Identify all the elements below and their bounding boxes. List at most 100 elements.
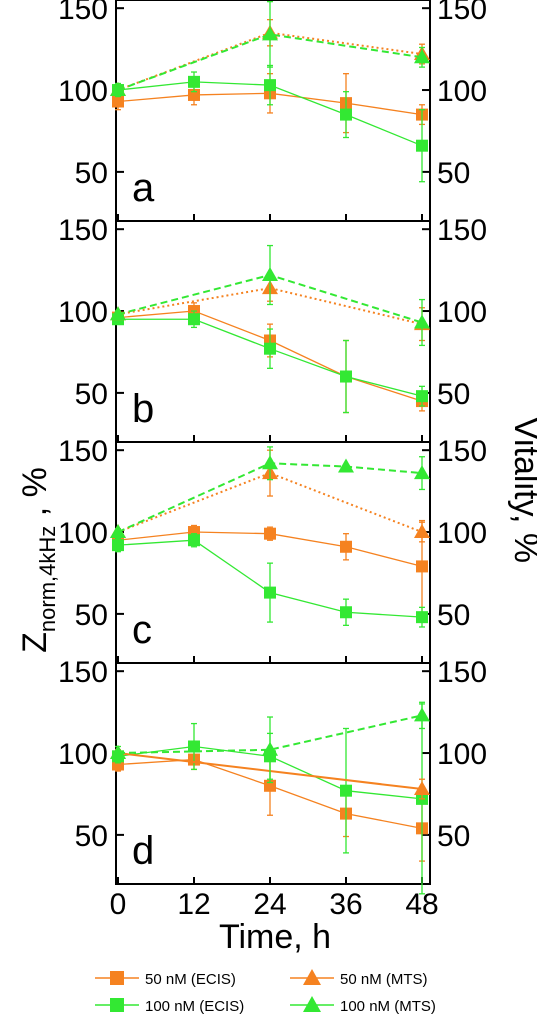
- data-point-square: [264, 342, 276, 355]
- panel-label: c: [132, 608, 152, 652]
- y-tick-label-left: 50: [75, 820, 108, 853]
- data-point-square: [264, 586, 276, 599]
- data-point-square: [416, 390, 428, 403]
- x-tick-label: 12: [177, 888, 210, 921]
- y-tick-label-right: 50: [437, 378, 470, 411]
- legend-item: 100 nM (ECIS): [95, 998, 244, 1015]
- data-point-triangle: [110, 745, 126, 760]
- data-point-triangle: [110, 82, 126, 97]
- panel-label: d: [132, 829, 154, 873]
- data-point-square: [416, 611, 428, 624]
- y-tick-label-right: 100: [437, 296, 487, 329]
- left-axis-label-main: Z: [16, 632, 54, 653]
- data-point-square: [340, 606, 352, 619]
- series-100-nm-ecis-: [112, 533, 428, 628]
- data-point-triangle: [338, 458, 354, 473]
- data-point-square: [112, 95, 124, 108]
- series-100-nm-mts-: [110, 701, 430, 784]
- data-point-square: [340, 108, 352, 121]
- y-tick-label-left: 150: [58, 435, 108, 468]
- data-point-triangle: [414, 465, 430, 480]
- data-point-triangle: [110, 306, 126, 321]
- y-tick-label-right: 150: [437, 435, 487, 468]
- y-tick-label-left: 50: [75, 378, 108, 411]
- y-tick-label-left: 150: [58, 656, 108, 689]
- legend-item: 100 nM (MTS): [290, 996, 436, 1015]
- y-tick-label-right: 50: [437, 820, 470, 853]
- data-point-square: [188, 740, 200, 753]
- panel-b: 50 50 100 100 150 150 b: [58, 214, 487, 443]
- right-axis-label: Vitality, %: [507, 417, 537, 563]
- panel-label: a: [132, 166, 155, 210]
- x-tick-label: 48: [405, 888, 438, 921]
- data-point-triangle: [414, 524, 430, 539]
- legend-square-marker: [110, 998, 124, 1012]
- legend-label: 50 nM (ECIS): [145, 971, 236, 988]
- data-point-square: [340, 784, 352, 797]
- x-tick-label: 36: [329, 888, 362, 921]
- legend-square-marker: [110, 971, 124, 985]
- legend-item: 50 nM (MTS): [290, 969, 428, 988]
- panel-frame: [115, 662, 431, 885]
- panel-c: 50 50 100 100 150 150 c: [58, 435, 487, 664]
- data-point-triangle: [414, 314, 430, 329]
- data-point-triangle: [414, 707, 430, 722]
- y-tick-label-right: 100: [437, 738, 487, 771]
- series-100-nm-ecis-: [112, 310, 428, 414]
- data-point-square: [264, 527, 276, 540]
- x-tick-label: 0: [110, 888, 127, 921]
- y-tick-label-left: 150: [58, 214, 108, 247]
- data-point-square: [340, 370, 352, 383]
- chart-panels: 50 50 100 100 150 150 a 50 50 100 100 150 150 b 50 50 10…: [58, 0, 487, 921]
- series-100-nm-ecis-: [112, 64, 428, 183]
- data-point-triangle: [262, 741, 278, 756]
- x-tick-labels: 0 12 24 36 48: [110, 888, 439, 921]
- y-tick-label-right: 50: [437, 157, 470, 190]
- panel-a: 50 50 100 100 150 150 a: [58, 0, 487, 222]
- data-point-triangle: [110, 524, 126, 539]
- data-point-triangle: [262, 267, 278, 282]
- x-tick-label: 24: [253, 888, 286, 921]
- data-point-square: [188, 313, 200, 326]
- y-tick-label-left: 100: [58, 517, 108, 550]
- data-point-square: [416, 139, 428, 152]
- legend-item: 50 nM (ECIS): [95, 971, 236, 988]
- legend-label: 100 nM (ECIS): [145, 998, 244, 1015]
- legend-label: 50 nM (MTS): [340, 971, 428, 988]
- y-tick-label-left: 150: [58, 0, 108, 26]
- series-100-nm-mts-: [110, 0, 430, 97]
- y-tick-label-left: 50: [75, 157, 108, 190]
- panel-d: 50 50 100 100 150 150 d: [58, 656, 487, 895]
- y-tick-label-left: 100: [58, 738, 108, 771]
- data-point-triangle: [414, 49, 430, 64]
- data-point-square: [340, 540, 352, 553]
- data-point-square: [112, 539, 124, 552]
- data-point-triangle: [262, 455, 278, 470]
- data-point-square: [188, 75, 200, 88]
- right-axis-title: Vitality, %: [507, 417, 537, 563]
- series-100-nm-mts-: [110, 446, 430, 539]
- y-tick-label-left: 100: [58, 296, 108, 329]
- series-100-nm-mts-: [110, 244, 430, 347]
- data-point-square: [416, 560, 428, 573]
- left-axis-title: Znorm,4kHz , %: [16, 467, 60, 653]
- y-tick-label-right: 50: [437, 599, 470, 632]
- legend-triangle-marker: [303, 969, 321, 985]
- legend-triangle-marker: [303, 996, 321, 1012]
- legend: 50 nM (ECIS) 50 nM (MTS) 100 nM (ECIS) 100 …: [95, 969, 436, 1015]
- legend-label: 100 nM (MTS): [340, 998, 436, 1015]
- y-tick-label-right: 150: [437, 214, 487, 247]
- series-line: [117, 287, 423, 326]
- x-axis-title: Time, h: [219, 918, 331, 956]
- series-line: [117, 714, 423, 755]
- left-axis-label-tail: , %: [16, 467, 54, 526]
- series-line: [117, 472, 423, 533]
- y-tick-label-right: 100: [437, 517, 487, 550]
- panel-frame: [115, 220, 431, 443]
- left-axis-label-subscript: norm,4kHz: [35, 526, 60, 632]
- y-tick-label-right: 150: [437, 0, 487, 26]
- data-point-triangle: [262, 26, 278, 41]
- panel-label: b: [132, 387, 154, 431]
